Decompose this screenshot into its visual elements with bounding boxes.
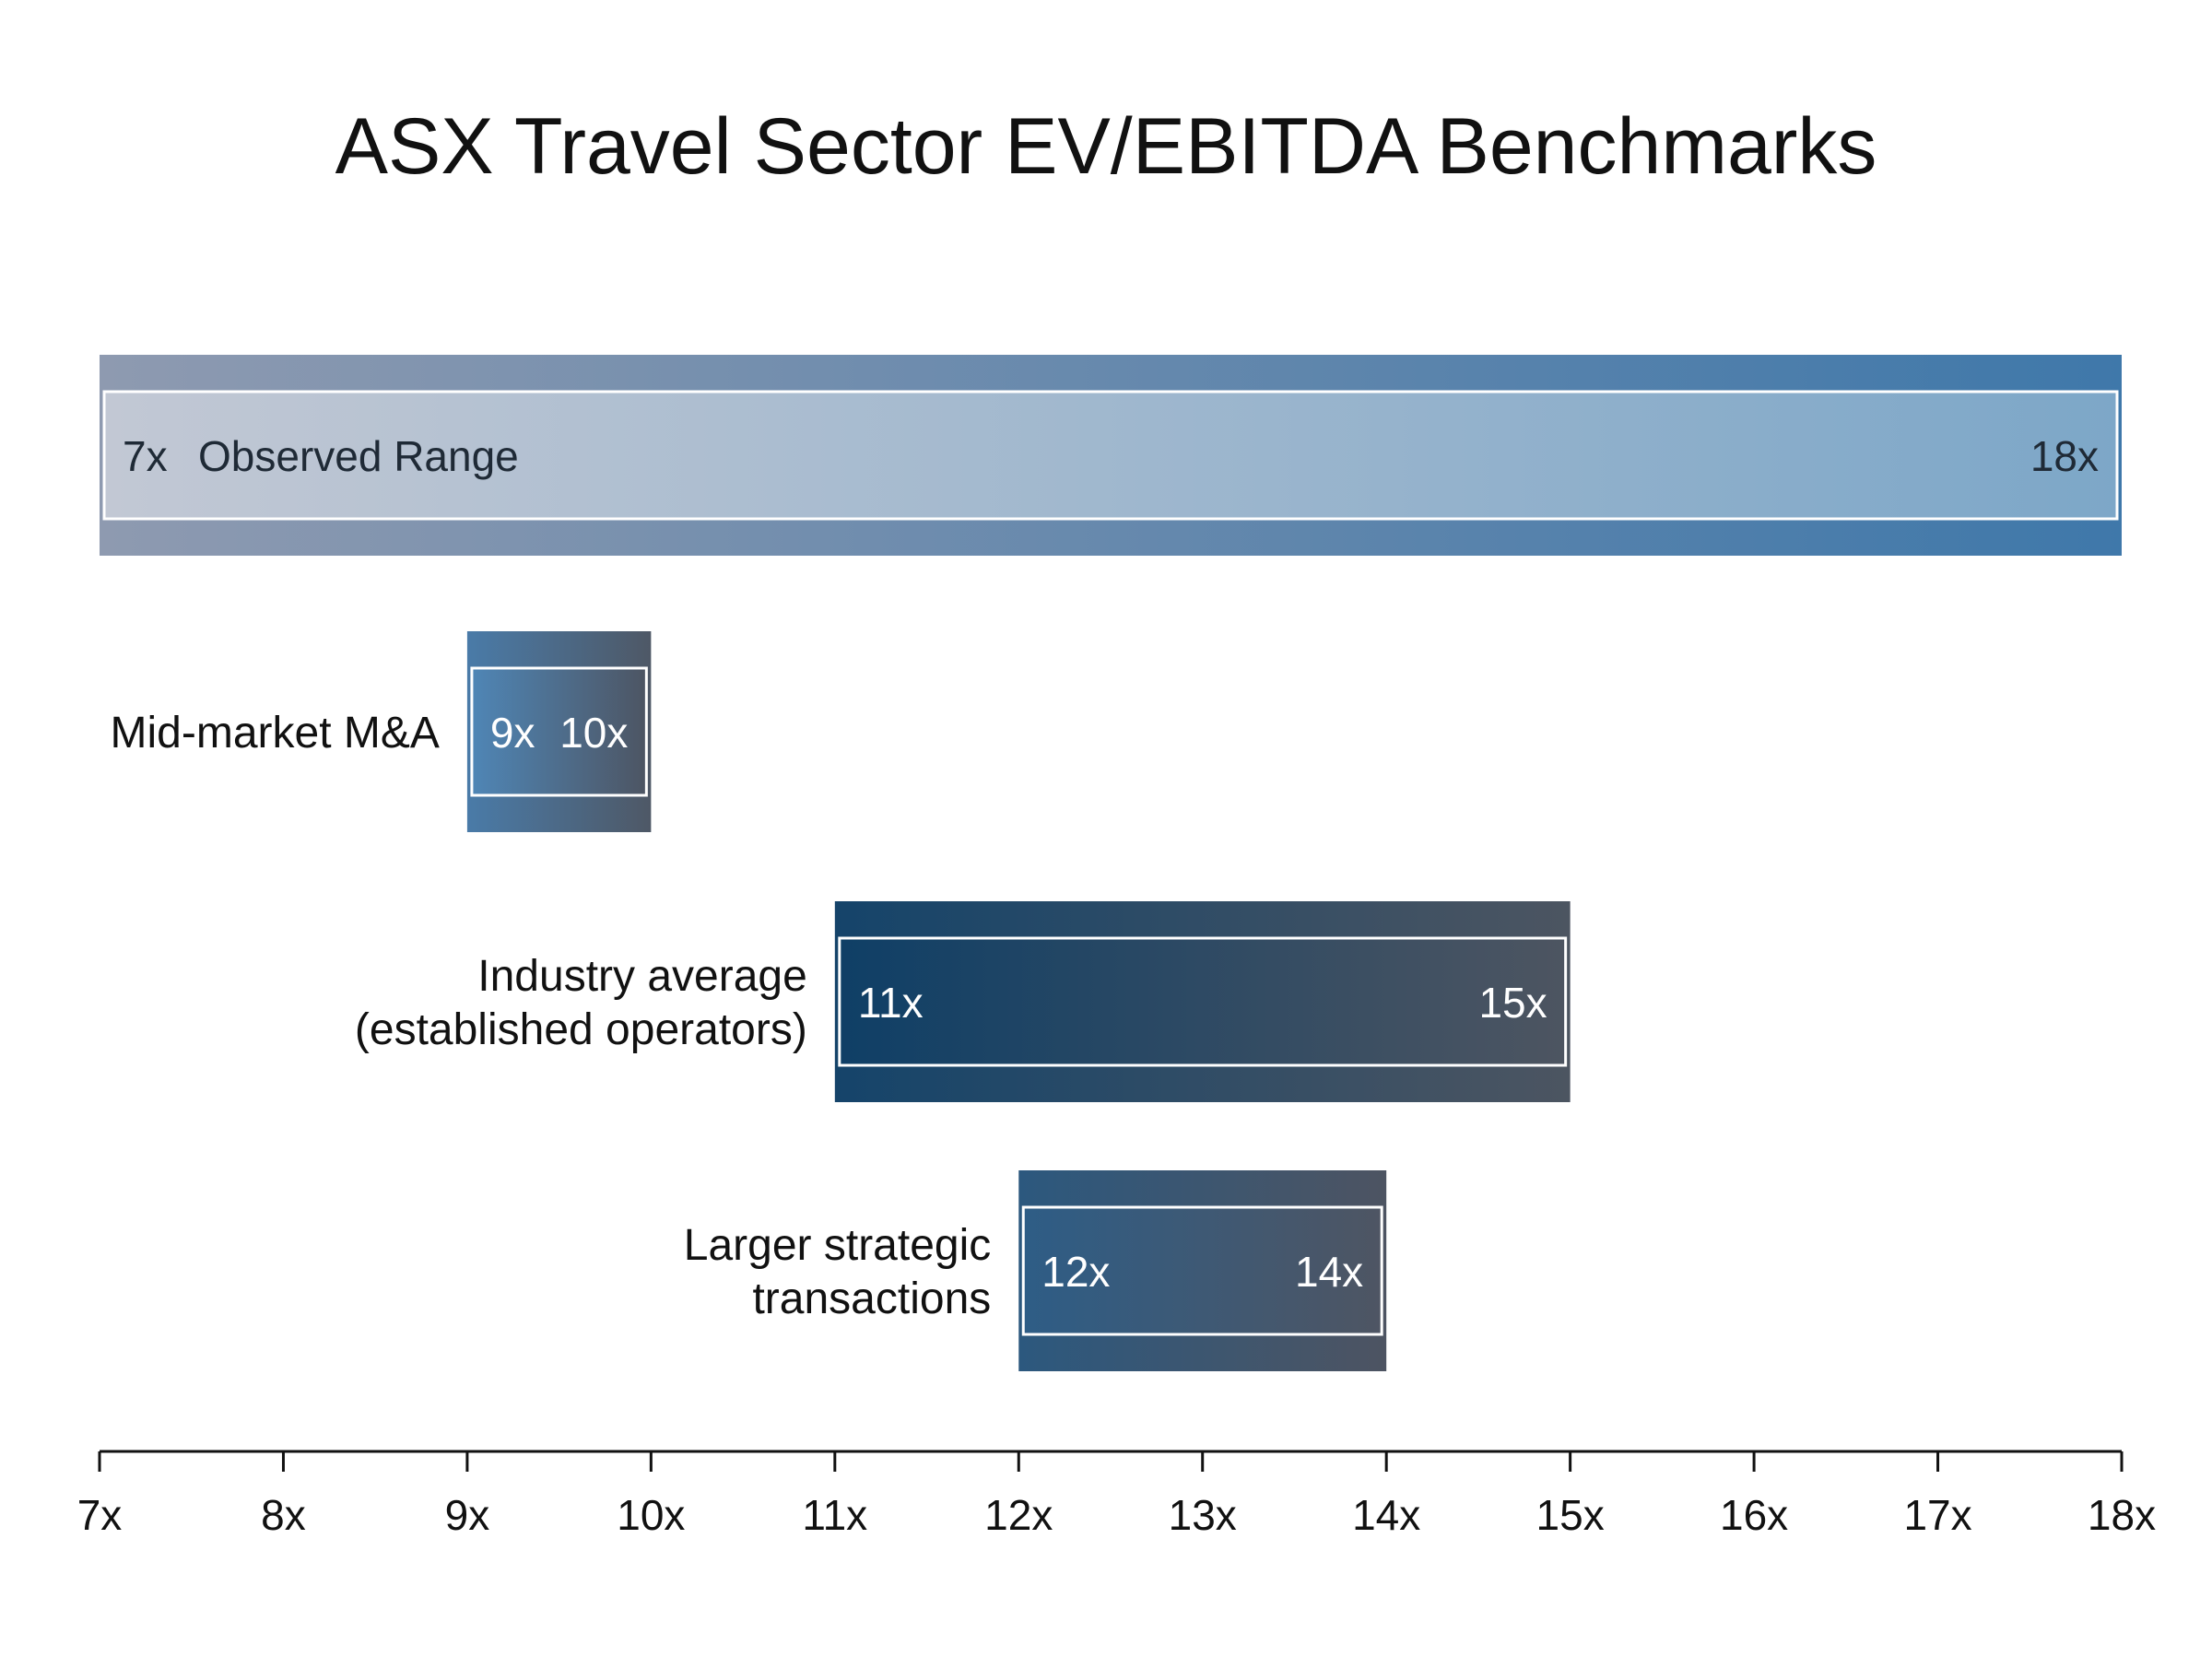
x-tick-label: 17x	[1903, 1491, 1971, 1539]
x-tick-label: 7x	[77, 1491, 123, 1539]
x-tick-label: 13x	[1169, 1491, 1237, 1539]
range-low-label: 12x	[1041, 1248, 1110, 1296]
x-tick-label: 15x	[1536, 1491, 1605, 1539]
x-tick-label: 16x	[1720, 1491, 1788, 1539]
range-category-label: transactions	[752, 1274, 991, 1323]
x-tick-label: 11x	[802, 1491, 867, 1539]
range-category-label: Larger strategic	[684, 1221, 992, 1270]
chart-title: ASX Travel Sector EV/EBITDA Benchmarks	[335, 102, 1877, 191]
x-tick-label: 10x	[617, 1491, 685, 1539]
x-tick-label: 14x	[1352, 1491, 1420, 1539]
range-category-label: (established operators)	[355, 1005, 807, 1054]
range-bar-3: 11x 15x Industry average(established opera…	[355, 901, 1571, 1102]
range-low-label: 11x	[858, 979, 924, 1027]
range-high-label: 15x	[1478, 979, 1547, 1027]
range-high-label: 10x	[559, 709, 628, 757]
range-bar-body	[838, 936, 1568, 1067]
range-high-label: 18x	[2030, 432, 2099, 480]
range-bar-body	[102, 390, 2119, 521]
range-category-label: Observed Range	[198, 432, 519, 480]
range-bar-body	[1021, 1205, 1383, 1336]
range-high-label: 14x	[1295, 1248, 1363, 1296]
x-tick-label: 9x	[445, 1491, 490, 1539]
range-bar-2: 9x 10x Mid-market M&A	[111, 631, 652, 832]
x-tick-label: 8x	[261, 1491, 306, 1539]
range-low-label: 9x	[490, 709, 535, 757]
range-bars: 7x 18x Observed Range 9x 10x Mid-market M&A 11…	[100, 355, 2122, 1371]
x-tick-label: 12x	[984, 1491, 1053, 1539]
range-category-label: Industry average	[477, 952, 807, 1001]
range-bar-1: 7x 18x Observed Range	[100, 355, 2122, 556]
x-axis: 7x 8x 9x 10x 11x 12x 13x 14x 15x 16x 17x 18x	[77, 1450, 2156, 1539]
range-bar-body	[470, 666, 648, 797]
range-low-label: 7x	[123, 432, 168, 480]
x-tick-label: 18x	[2088, 1491, 2156, 1539]
range-category-label: Mid-market M&A	[111, 709, 440, 758]
